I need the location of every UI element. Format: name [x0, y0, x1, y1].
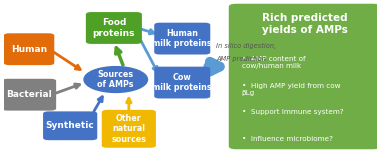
Circle shape: [84, 67, 147, 92]
FancyBboxPatch shape: [4, 33, 54, 65]
Text: Bacterial: Bacterial: [6, 90, 52, 99]
Text: Human: Human: [11, 45, 47, 54]
Text: •  Support immune system?: • Support immune system?: [242, 109, 344, 115]
Text: •  High AMP yield from cow
βLg: • High AMP yield from cow βLg: [242, 83, 340, 96]
Text: Cow
milk proteins: Cow milk proteins: [152, 73, 212, 92]
Text: Other
natural
sources: Other natural sources: [112, 114, 146, 144]
Text: In silico digestion,: In silico digestion,: [216, 43, 276, 49]
Text: Synthetic: Synthetic: [46, 121, 94, 130]
Text: •  Influence microbiome?: • Influence microbiome?: [242, 136, 333, 142]
FancyBboxPatch shape: [2, 79, 56, 111]
FancyBboxPatch shape: [154, 67, 210, 99]
FancyBboxPatch shape: [154, 23, 210, 54]
FancyBboxPatch shape: [86, 12, 142, 44]
FancyBboxPatch shape: [229, 4, 378, 149]
FancyBboxPatch shape: [102, 110, 156, 148]
Text: Human
milk proteins: Human milk proteins: [152, 29, 212, 48]
Text: •  AMP content of
cow/human milk: • AMP content of cow/human milk: [242, 56, 305, 69]
Text: Food
proteins: Food proteins: [93, 18, 135, 38]
Text: Sources
of AMPs: Sources of AMPs: [98, 70, 134, 89]
Text: Rich predicted
yields of AMPs: Rich predicted yields of AMPs: [262, 13, 347, 35]
FancyBboxPatch shape: [43, 111, 97, 140]
Text: AMP prediction: AMP prediction: [216, 56, 266, 62]
